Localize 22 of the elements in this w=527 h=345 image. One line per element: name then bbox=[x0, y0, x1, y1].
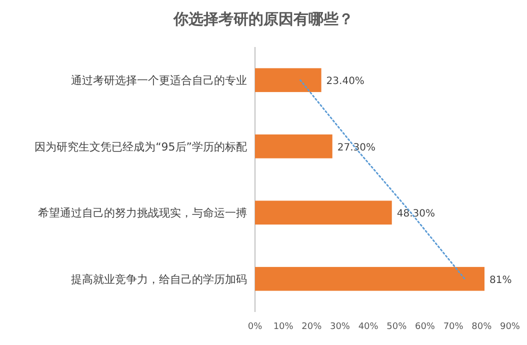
bar bbox=[255, 68, 322, 92]
y-tick-label: 提高就业竞争力，给自己的学历加码 bbox=[71, 272, 247, 286]
bar bbox=[255, 200, 392, 225]
x-tick-label: 10% bbox=[273, 322, 294, 332]
x-tick-label: 80% bbox=[472, 322, 492, 332]
bar bbox=[255, 266, 484, 291]
data-label: 23.40% bbox=[326, 76, 364, 88]
x-tick-label: 0% bbox=[248, 322, 263, 332]
data-label: 27.30% bbox=[337, 142, 376, 154]
y-tick-label: 因为研究生文凭已经成为“95后”学历的标配 bbox=[34, 140, 247, 154]
x-tick-label: 90% bbox=[500, 322, 520, 332]
x-tick-label: 60% bbox=[414, 322, 436, 332]
y-tick-label: 希望通过自己的努力挑战现实，与命运一搏 bbox=[38, 206, 247, 220]
data-label: 81% bbox=[490, 274, 512, 286]
x-tick-label: 20% bbox=[302, 322, 322, 332]
x-tick-label: 50% bbox=[386, 322, 408, 332]
chart-title: 你选择考研的原因有哪些？ bbox=[172, 10, 354, 28]
y-tick-label: 通过考研选择一个更适合自己的专业 bbox=[71, 74, 247, 88]
x-tick-label: 30% bbox=[330, 322, 350, 332]
x-tick-label: 70% bbox=[443, 322, 464, 332]
x-tick-label: 40% bbox=[358, 322, 379, 332]
bar bbox=[255, 134, 332, 158]
